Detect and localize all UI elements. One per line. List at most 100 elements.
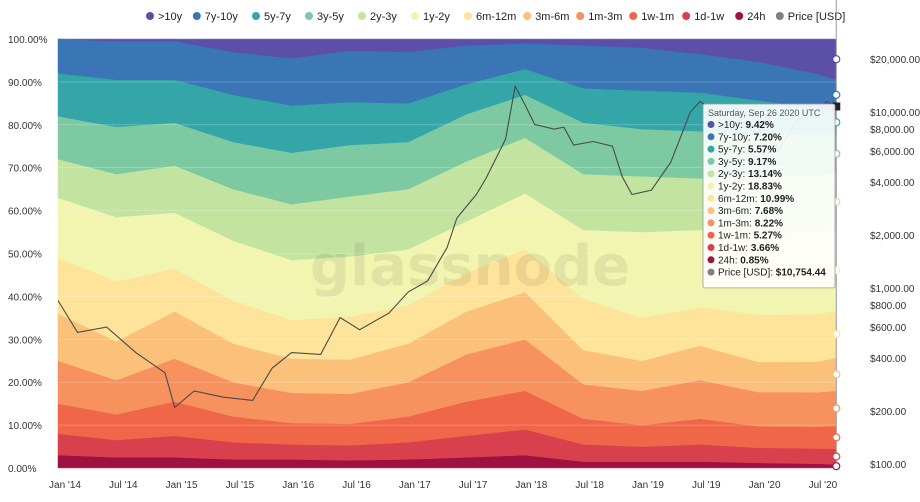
legend-swatch <box>629 12 638 20</box>
legend-label: 3y-5y <box>317 11 344 23</box>
tooltip-row-name: 2y-3y <box>718 169 742 180</box>
tooltip-row-name: 1d-1w <box>718 243 746 254</box>
tooltip-row: 7y-10y: 7.20% <box>718 132 782 143</box>
tooltip-row: >10y: 9.42% <box>718 120 774 131</box>
y-tick-label: 0.00% <box>8 464 36 475</box>
tooltip-row-name: 5y-7y <box>718 145 742 156</box>
price-tick-label: $200.00 <box>870 407 907 418</box>
legend-item[interactable]: 1y-2y <box>411 11 450 23</box>
legend-label: Price [USD] <box>788 11 845 23</box>
tooltip-row-value: 3.66% <box>751 243 779 254</box>
legend-item[interactable]: 1w-1m <box>629 11 674 23</box>
tooltip-row: 24h: 0.85% <box>718 255 769 266</box>
legend-swatch <box>305 12 313 20</box>
legend-swatch <box>358 12 366 20</box>
legend-swatch <box>464 12 472 20</box>
tooltip-row-sep: : <box>735 255 741 266</box>
tooltip-row: 1w-1m: 5.27% <box>718 231 782 242</box>
hover-marker <box>832 404 841 413</box>
tooltip-swatch <box>707 231 715 239</box>
legend-item[interactable]: 2y-3y <box>358 11 397 23</box>
tooltip-row-value: 7.20% <box>754 132 782 143</box>
x-tick-label: Jan '19 <box>632 480 664 491</box>
legend-item[interactable]: 7y-10y <box>192 11 239 23</box>
tooltip-row-name: 7y-10y <box>718 132 748 143</box>
tooltip-swatch <box>707 194 715 202</box>
tooltip-row-sep: : <box>745 243 751 254</box>
tooltip: Saturday, Sep 26 2020 UTC >10y: 9.42%7y-1… <box>702 103 836 289</box>
x-tick-label: Jul '15 <box>226 480 255 491</box>
legend-item[interactable]: 24h <box>735 11 766 23</box>
legend-item[interactable]: 5y-7y <box>252 11 291 23</box>
price-tick-label: $8,000.00 <box>870 125 915 136</box>
tooltip-row-name: 6m-12m <box>718 194 755 205</box>
tooltip-row-name: 1w-1m <box>718 231 748 242</box>
tooltip-swatch <box>707 244 715 251</box>
legend-item[interactable]: >10y <box>146 11 183 23</box>
tooltip-row-sep: : <box>742 169 748 180</box>
tooltip-row: 1d-1w: 3.66% <box>718 243 779 254</box>
legend-label: 1w-1m <box>641 11 674 23</box>
tooltip-row-value: 9.42% <box>746 120 774 131</box>
legend-label: 7y-10y <box>205 11 239 23</box>
legend-item[interactable]: 3y-5y <box>305 11 344 23</box>
legend-item[interactable]: 6m-12m <box>464 11 516 23</box>
hover-marker <box>832 433 841 442</box>
legend-label: >10y <box>158 11 183 23</box>
y-tick-label: 40.00% <box>8 292 42 303</box>
y-tick-label: 70.00% <box>8 164 42 175</box>
legend-swatch <box>682 12 691 20</box>
legend-item[interactable]: 3m-6m <box>523 11 569 23</box>
tooltip-swatch <box>707 145 715 153</box>
x-tick-label: Jul '18 <box>575 480 604 491</box>
tooltip-swatch <box>707 182 715 190</box>
price-tick-label: $100.00 <box>870 460 907 471</box>
hover-marker <box>832 55 841 64</box>
y-tick-label: 80.00% <box>8 121 42 132</box>
x-tick-label: Jan '16 <box>282 480 314 491</box>
legend-label: 1y-2y <box>423 11 450 23</box>
price-tick-label: $600.00 <box>870 323 907 334</box>
tooltip-row-name: 1m-3m <box>718 218 749 229</box>
tooltip-row: Price [USD]: $10,754.44 <box>718 268 826 279</box>
tooltip-row: 3m-6m: 7.68% <box>718 206 783 217</box>
tooltip-row-sep: : <box>742 182 748 193</box>
legend-item[interactable]: 1m-3m <box>576 11 622 23</box>
tooltip-row-value: $10,754.44 <box>776 268 826 279</box>
x-axis: Jan '14 Jul '14 Jan '15 Jul '15 Jan '16 Jul '… <box>49 480 838 491</box>
tooltip-row-value: 5.57% <box>748 145 776 156</box>
hover-marker <box>832 462 841 471</box>
legend-label: 1d-1w <box>694 11 724 23</box>
legend-label: 5y-7y <box>264 11 291 23</box>
tooltip-row-sep: : <box>749 206 755 217</box>
tooltip-row-value: 9.17% <box>748 157 776 168</box>
tooltip-row-sep: : <box>740 120 746 131</box>
watermark-text: glassnode <box>310 234 630 299</box>
legend-swatch <box>523 12 532 20</box>
tooltip-swatch <box>707 133 715 141</box>
legend-swatch <box>576 12 585 20</box>
tooltip-row-value: 7.68% <box>755 206 783 217</box>
tooltip-row-name: 24h <box>718 255 735 266</box>
price-tick-label: $400.00 <box>870 354 907 365</box>
tooltip-swatch <box>707 170 715 178</box>
price-marker <box>832 102 841 111</box>
price-tick-label: $20,000.00 <box>870 55 920 66</box>
plot-area: glassnode <box>57 0 846 471</box>
legend-item[interactable]: 1d-1w <box>682 11 724 23</box>
legend-label: 1m-3m <box>588 11 622 23</box>
hover-marker <box>832 452 841 461</box>
tooltip-row-sep: : <box>755 194 761 205</box>
legend-item[interactable]: Price [USD] <box>775 11 845 23</box>
y-tick-label: 100.00% <box>8 35 48 46</box>
hover-marker <box>832 90 841 99</box>
tooltip-row: 6m-12m: 10.99% <box>718 194 794 205</box>
y-tick-label: 50.00% <box>8 250 42 261</box>
legend-swatch <box>146 12 154 20</box>
tooltip-row-name: 1y-2y <box>718 182 742 193</box>
tooltip-row-name: 3m-6m <box>718 206 749 217</box>
tooltip-row: 1m-3m: 8.22% <box>718 218 783 229</box>
price-tick-label: $10,000.00 <box>870 108 920 119</box>
tooltip-swatch <box>707 207 715 215</box>
